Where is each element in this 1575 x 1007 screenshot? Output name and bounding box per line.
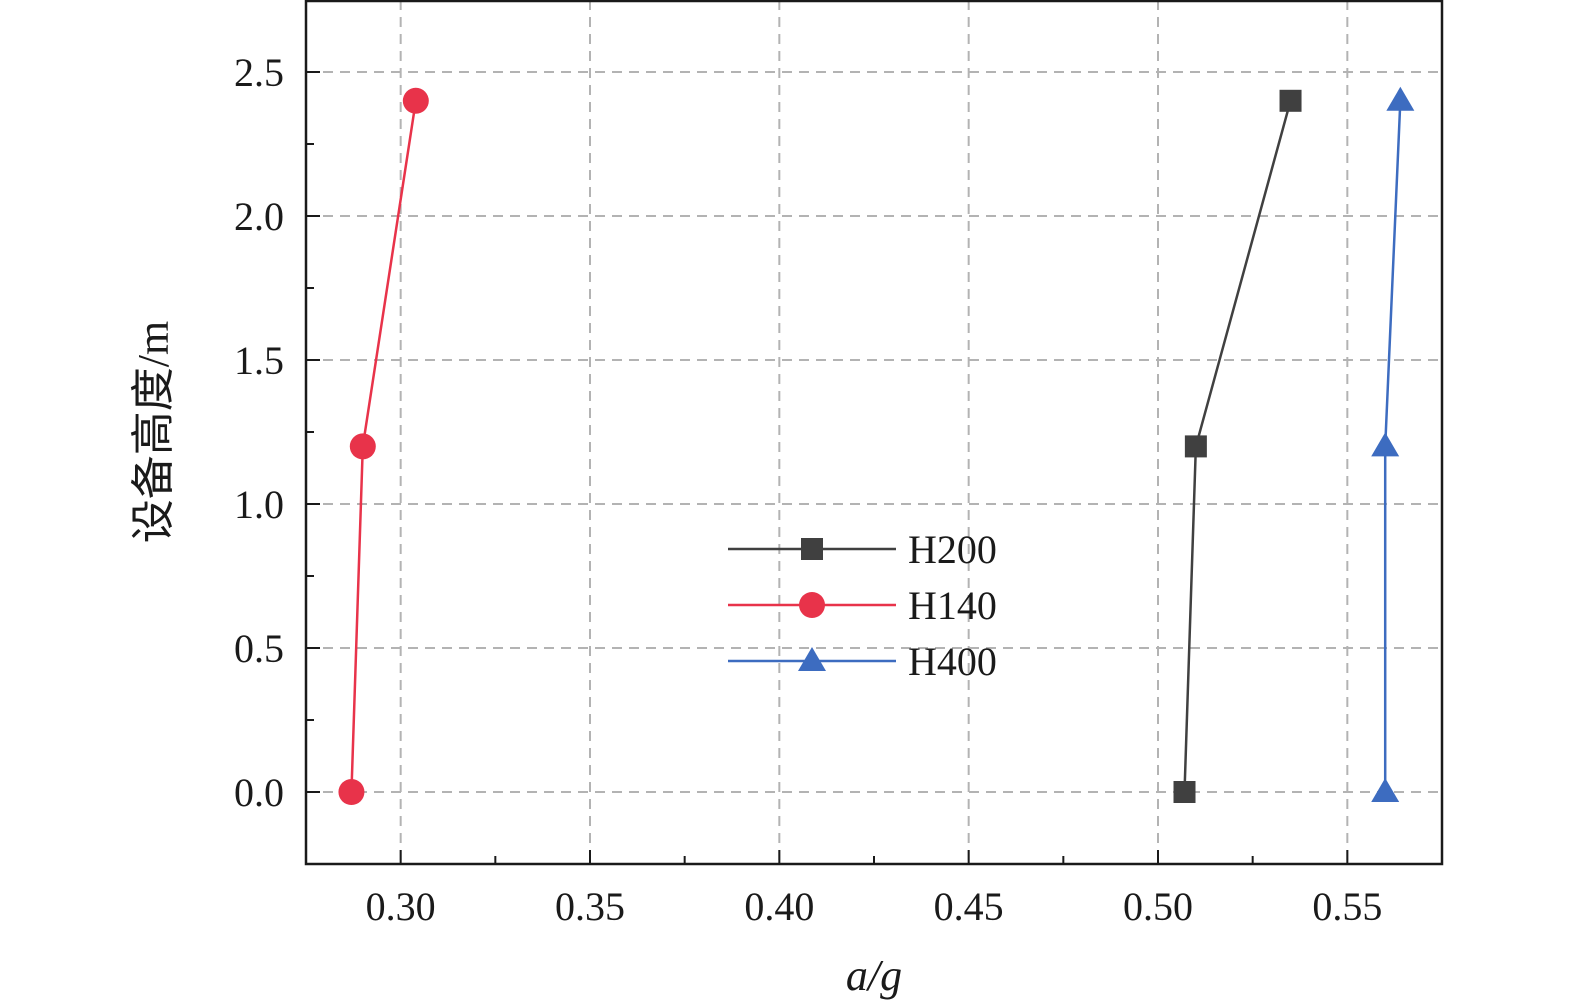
x-tick-label: 0.35 [555,884,625,929]
legend-marker [799,592,825,618]
data-point [338,779,365,805]
legend-item: H400 [728,639,997,684]
x-tick-label: 0.40 [744,884,814,929]
x-tick-labels: 0.30 0.35 0.40 0.45 0.50 0.55 [366,884,1383,929]
series-h400 [1371,86,1415,802]
data-point [1279,89,1302,112]
series-h140 [338,87,429,805]
series-h200 [1173,89,1302,803]
legend: H200 H140 H400 [728,527,997,684]
y-tick-labels: 0.0 0.5 1.0 1.5 2.0 2.5 [234,50,284,815]
legend-item: H140 [728,583,997,628]
x-axis-title: a/g [846,951,902,1000]
y-tick-label: 0.0 [234,770,284,815]
x-tick-label: 0.50 [1123,884,1193,929]
data-point [1371,432,1400,457]
legend-label: H200 [908,527,997,572]
y-tick-label: 2.5 [234,50,284,95]
y-tick-label: 0.5 [234,626,284,671]
data-point [1386,86,1415,111]
y-tick-label: 2.0 [234,194,284,239]
plot-frame [304,0,1444,866]
y-tick-label: 1.0 [234,482,284,527]
data-point [1371,778,1400,802]
grid-lines [306,0,1442,864]
data-point [1173,781,1196,803]
legend-marker [801,538,823,560]
data-point [1184,435,1207,458]
data-point [402,87,429,114]
legend-label: H400 [908,639,997,684]
x-tick-label: 0.45 [934,884,1004,929]
x-tick-label: 0.55 [1312,884,1382,929]
legend-item: H200 [728,527,997,572]
y-tick-label: 1.5 [234,338,284,383]
legend-label: H140 [908,583,997,628]
axis-ticks [305,0,1443,865]
y-axis-title: 设备高度/m [129,321,178,543]
x-tick-label: 0.30 [366,884,436,929]
plot-series [338,86,1415,805]
data-point [349,433,376,460]
legend-marker [798,647,826,671]
